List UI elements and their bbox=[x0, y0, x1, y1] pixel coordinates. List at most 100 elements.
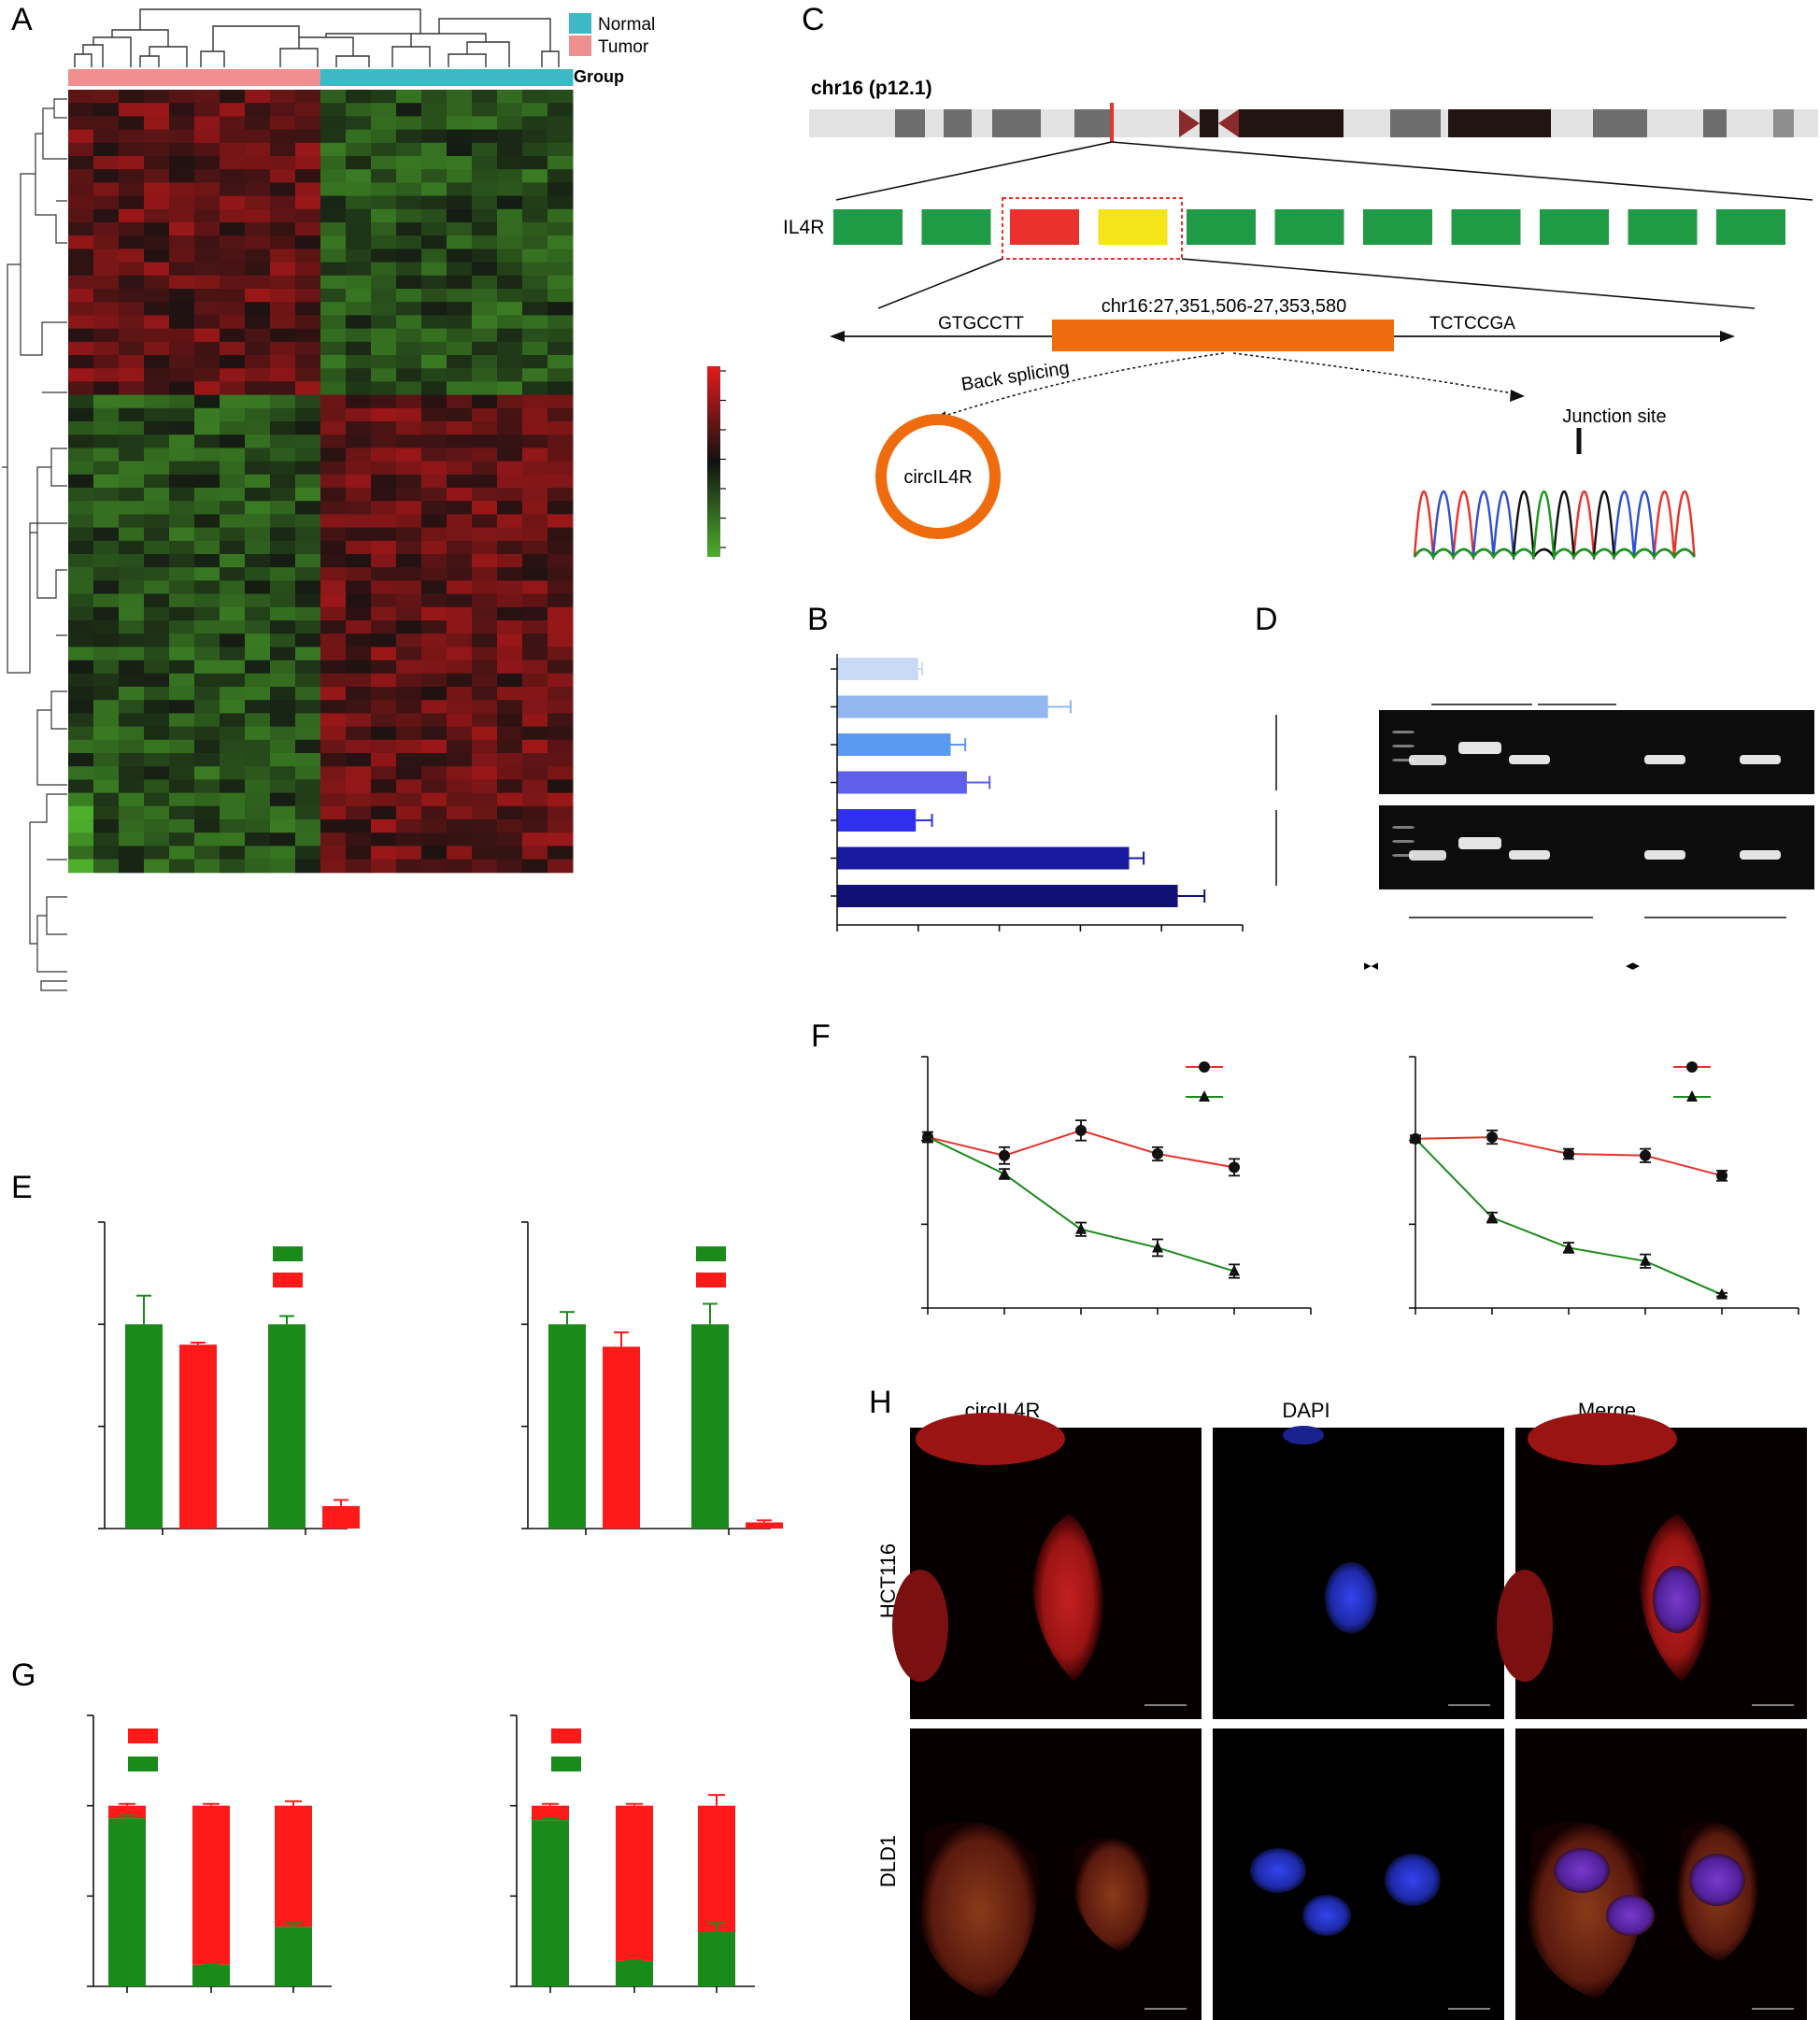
heatmap-cell bbox=[169, 501, 195, 515]
heatmap-cell bbox=[169, 407, 195, 422]
heatmap-cell bbox=[346, 514, 372, 529]
heatmap-cell bbox=[68, 647, 94, 661]
data-point bbox=[1152, 1148, 1163, 1160]
heatmap-cell bbox=[144, 700, 170, 714]
heatmap-cell bbox=[119, 805, 145, 820]
heatmap-cell bbox=[472, 368, 498, 382]
heatmap-cell bbox=[270, 129, 296, 144]
chromosome-ideogram bbox=[809, 103, 1818, 142]
heatmap-cell bbox=[522, 289, 548, 303]
heatmap-cell bbox=[346, 633, 372, 647]
heatmap-cell bbox=[371, 713, 397, 728]
heatmap-cell bbox=[295, 554, 321, 568]
heatmap-cell bbox=[245, 713, 271, 728]
heatmap-cell bbox=[371, 766, 397, 780]
data-point bbox=[1410, 1131, 1421, 1144]
heatmap-cell bbox=[194, 142, 220, 157]
circrna-circle bbox=[875, 414, 1001, 539]
heatmap-cell bbox=[295, 249, 321, 263]
heatmap-cell bbox=[245, 819, 271, 833]
heatmap-cell bbox=[346, 673, 372, 688]
heatmap-cell bbox=[497, 90, 523, 104]
heatmap-cell bbox=[169, 647, 195, 661]
heatmap-cell bbox=[194, 554, 220, 568]
data-point bbox=[1716, 1287, 1728, 1300]
heatmap-cell bbox=[421, 448, 448, 462]
heatmap-cell bbox=[497, 461, 523, 476]
legend-swatch bbox=[551, 1757, 581, 1771]
heatmap-cell bbox=[270, 315, 296, 330]
heatmap-cell bbox=[93, 859, 120, 874]
heatmap-cell bbox=[396, 381, 422, 396]
heatmap-cell bbox=[119, 328, 145, 343]
data-point bbox=[1075, 1222, 1087, 1234]
heatmap-cell bbox=[320, 262, 347, 277]
heatmap-cell bbox=[320, 90, 347, 104]
heatmap-cell bbox=[396, 355, 422, 369]
heatmap-cell bbox=[447, 116, 473, 131]
heatmap-cell bbox=[421, 169, 448, 183]
heatmap-cell bbox=[522, 501, 548, 515]
heatmap-cell bbox=[93, 753, 120, 767]
heatmap-cell bbox=[295, 713, 321, 728]
heatmap-cell bbox=[522, 249, 548, 263]
heatmap-cell bbox=[547, 739, 574, 754]
heatmap-cell bbox=[119, 713, 145, 728]
heatmap-cell bbox=[320, 169, 347, 183]
heatmap-cell bbox=[447, 488, 473, 502]
heatmap-cell bbox=[144, 195, 170, 210]
heatmap-cell bbox=[371, 593, 397, 608]
gel-band bbox=[1392, 745, 1415, 747]
gel-band bbox=[1409, 755, 1446, 765]
heatmap-cell bbox=[270, 726, 296, 741]
heatmap-cell bbox=[270, 540, 296, 555]
heatmap-cell bbox=[346, 275, 372, 290]
heatmap-cell bbox=[346, 647, 372, 661]
heatmap-cell bbox=[421, 647, 448, 661]
heatmap-cell bbox=[169, 633, 195, 647]
heatmap-cell bbox=[472, 633, 498, 647]
heatmap-cell bbox=[93, 368, 120, 382]
heatmap-cell bbox=[194, 540, 220, 555]
heatmap-cell bbox=[295, 474, 321, 489]
heatmap-cell bbox=[169, 394, 195, 409]
heatmap-cell bbox=[68, 169, 94, 183]
heatmap-cell bbox=[447, 753, 473, 767]
heatmap-cell bbox=[447, 275, 473, 290]
heatmap-cell bbox=[194, 846, 220, 861]
heatmap-cell bbox=[295, 660, 321, 675]
heatmap-cell bbox=[447, 182, 473, 197]
heatmap-cell bbox=[144, 580, 170, 595]
heatmap-cell bbox=[371, 687, 397, 701]
legend-swatch bbox=[128, 1757, 158, 1771]
heatmap-cell bbox=[68, 792, 94, 807]
heatmap-cell bbox=[68, 514, 94, 529]
heatmap-cell bbox=[371, 434, 397, 448]
bar-nuclear bbox=[275, 1927, 312, 1986]
heatmap-cell bbox=[194, 407, 220, 422]
heatmap-cell bbox=[270, 421, 296, 435]
heatmap-cell bbox=[396, 182, 422, 197]
heatmap-cell bbox=[169, 156, 195, 170]
heatmap-cell bbox=[547, 593, 574, 608]
heatmap-cell bbox=[220, 779, 246, 794]
heatmap-cell bbox=[68, 687, 94, 701]
heatmap-cell bbox=[320, 792, 347, 807]
heatmap-cell bbox=[447, 142, 473, 157]
bar bbox=[125, 1324, 163, 1529]
heatmap-cell bbox=[346, 302, 372, 316]
data-point bbox=[1716, 1170, 1728, 1182]
heatmap-cell bbox=[547, 540, 574, 555]
heatmap-cell bbox=[220, 116, 246, 131]
heatmap-cell bbox=[270, 700, 296, 714]
heatmap-cell bbox=[144, 394, 170, 409]
heatmap-cell bbox=[295, 620, 321, 634]
heatmap-cell bbox=[396, 514, 422, 529]
heatmap-cell bbox=[68, 488, 94, 502]
heatmap-cell bbox=[447, 620, 473, 634]
heatmap-cell bbox=[144, 235, 170, 249]
heatmap-cell bbox=[371, 315, 397, 330]
heatmap-cell bbox=[346, 381, 372, 396]
heatmap-cell bbox=[522, 434, 548, 448]
bar-nuclear bbox=[108, 1818, 146, 1986]
